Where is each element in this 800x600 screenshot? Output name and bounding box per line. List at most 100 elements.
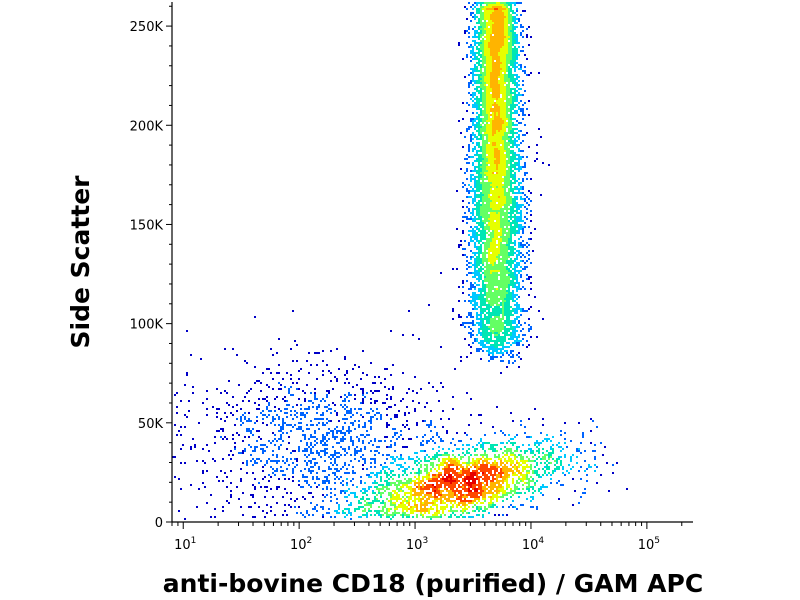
density-dot	[506, 294, 508, 296]
density-dot	[504, 294, 506, 296]
density-dot	[484, 96, 486, 98]
density-dot	[522, 480, 524, 482]
density-dot	[444, 470, 446, 472]
density-dot	[494, 6, 496, 8]
density-dot	[488, 258, 490, 260]
density-dot	[536, 158, 538, 160]
density-dot	[514, 474, 516, 476]
density-dot	[486, 190, 488, 192]
density-dot	[506, 258, 508, 260]
density-dot	[496, 312, 498, 314]
density-dot	[518, 134, 520, 136]
density-dot	[490, 34, 492, 36]
density-dot	[512, 78, 514, 80]
density-dot	[490, 176, 492, 178]
density-dot	[484, 484, 486, 486]
density-dot	[504, 38, 506, 40]
density-dot	[466, 170, 468, 172]
density-dot	[488, 496, 490, 498]
density-dot	[480, 212, 482, 214]
density-dot	[496, 102, 498, 104]
density-dot	[468, 28, 470, 30]
density-dot	[486, 186, 488, 188]
density-dot	[494, 450, 496, 452]
density-dot	[522, 94, 524, 96]
density-dot	[472, 70, 474, 72]
density-dot	[476, 246, 478, 248]
density-dot	[470, 236, 472, 238]
density-dot	[492, 356, 494, 358]
density-dot	[502, 104, 504, 106]
density-dot	[514, 42, 516, 44]
density-dot	[472, 482, 474, 484]
density-dot	[522, 462, 524, 464]
density-dot	[492, 264, 494, 266]
density-dot	[490, 174, 492, 176]
density-dot	[308, 514, 310, 516]
density-dot	[502, 156, 504, 158]
density-dot	[488, 470, 490, 472]
density-dot	[462, 200, 464, 202]
density-dot	[498, 274, 500, 276]
density-dot	[494, 176, 496, 178]
density-dot	[496, 106, 498, 108]
density-dot	[490, 30, 492, 32]
density-dot	[494, 168, 496, 170]
density-dot	[490, 190, 492, 192]
density-dot	[512, 102, 514, 104]
density-dot	[498, 66, 500, 68]
density-dot	[442, 464, 444, 466]
density-dot	[472, 148, 474, 150]
density-dot	[558, 466, 560, 468]
density-dot	[522, 458, 524, 460]
density-dot	[366, 512, 368, 514]
density-dot	[468, 144, 470, 146]
density-dot	[502, 36, 504, 38]
density-dot	[512, 252, 514, 254]
density-dot	[420, 464, 422, 466]
density-dot	[476, 304, 478, 306]
density-dot	[490, 100, 492, 102]
density-dot	[512, 284, 514, 286]
density-dot	[382, 506, 384, 508]
density-dot	[498, 208, 500, 210]
density-dot	[506, 480, 508, 482]
density-dot	[512, 326, 514, 328]
density-dot	[482, 178, 484, 180]
density-dot	[506, 332, 508, 334]
density-dot	[520, 198, 522, 200]
density-dot	[320, 506, 322, 508]
density-dot	[492, 212, 494, 214]
density-dot	[506, 86, 508, 88]
density-dot	[476, 30, 478, 32]
density-dot	[552, 470, 554, 472]
density-dot	[494, 112, 496, 114]
density-dot	[492, 80, 494, 82]
density-dot	[466, 322, 468, 324]
density-dot	[470, 44, 472, 46]
density-dot	[488, 118, 490, 120]
density-dot	[528, 238, 530, 240]
density-dot	[508, 290, 510, 292]
density-dot	[488, 46, 490, 48]
density-dot	[496, 480, 498, 482]
density-dot	[506, 142, 508, 144]
density-dot	[472, 190, 474, 192]
density-dot	[518, 182, 520, 184]
density-dot	[502, 138, 504, 140]
density-dot	[484, 344, 486, 346]
density-dot	[500, 474, 502, 476]
density-dot	[444, 482, 446, 484]
density-dot	[488, 114, 490, 116]
density-dot	[448, 496, 450, 498]
density-dot	[484, 16, 486, 18]
density-dot	[484, 214, 486, 216]
density-dot	[480, 188, 482, 190]
density-dot	[414, 452, 416, 454]
density-dot	[516, 110, 518, 112]
density-dot	[482, 342, 484, 344]
density-dot	[514, 472, 516, 474]
density-dot	[406, 486, 408, 488]
density-dot	[492, 196, 494, 198]
density-dot	[482, 478, 484, 480]
